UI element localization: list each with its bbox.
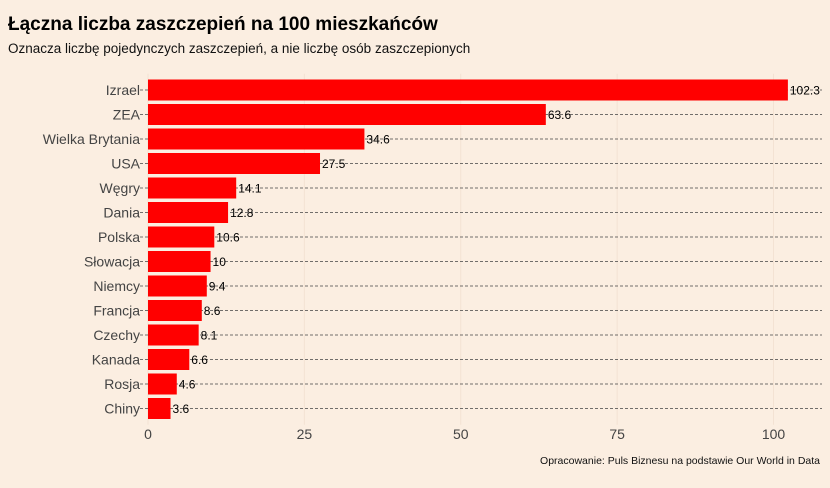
value-label: 14.1 — [238, 182, 262, 196]
bar — [148, 373, 177, 395]
category-label: Francja — [93, 303, 140, 319]
bar — [148, 226, 215, 248]
category-label: Rosja — [104, 376, 140, 392]
x-tick-label: 0 — [144, 426, 152, 442]
category-label: Izrael — [106, 82, 140, 98]
bar — [148, 275, 207, 297]
chart-caption: Opracowanie: Puls Biznesu na podstawie O… — [540, 455, 820, 467]
value-label: 102.3 — [790, 84, 820, 98]
value-label: 4.6 — [179, 378, 196, 392]
x-tick-label: 25 — [297, 426, 313, 442]
bar — [148, 177, 237, 199]
x-tick-label: 100 — [762, 426, 786, 442]
value-label: 9.4 — [209, 280, 226, 294]
value-label: 12.8 — [230, 206, 254, 220]
category-label: Wielka Brytania — [43, 131, 140, 147]
value-label: 10.6 — [216, 231, 240, 245]
grid-layer — [140, 73, 822, 425]
value-label: 63.6 — [548, 108, 572, 122]
labels-layer: Izrael 102.3 ZEA 63.6 Wielka Brytania 34.6 USA… — [43, 82, 821, 442]
category-label: Chiny — [104, 401, 140, 417]
value-label: 34.6 — [366, 133, 390, 147]
category-label: Dania — [103, 205, 140, 221]
bar — [148, 128, 365, 150]
category-label: Niemcy — [93, 278, 140, 294]
category-label: Węgry — [100, 180, 140, 196]
bar — [148, 104, 546, 125]
category-label: Polska — [98, 229, 140, 245]
category-label: Słowacja — [84, 254, 140, 270]
category-label: ZEA — [113, 107, 141, 123]
bars-layer — [148, 79, 788, 419]
bar — [148, 202, 229, 223]
bar — [148, 251, 211, 272]
bar — [148, 79, 788, 101]
bar — [148, 300, 202, 321]
chart-subtitle: Oznacza liczbę pojedynczych zaszczepień,… — [8, 41, 471, 56]
x-tick-label: 50 — [453, 426, 469, 442]
chart-title: Łączna liczba zaszczepień na 100 mieszka… — [8, 14, 438, 35]
x-tick-label: 75 — [609, 426, 625, 442]
category-label: USA — [111, 156, 140, 172]
value-label: 27.5 — [322, 157, 346, 171]
bar — [148, 324, 199, 346]
value-label: 8.6 — [204, 304, 221, 318]
value-label: 8.1 — [201, 329, 218, 343]
category-label: Czechy — [93, 327, 140, 343]
value-label: 10 — [213, 255, 227, 269]
value-label: 3.6 — [173, 402, 190, 416]
value-label: 6.6 — [191, 353, 208, 367]
bar — [148, 153, 321, 174]
bar — [148, 398, 171, 419]
category-label: Kanada — [92, 352, 140, 368]
bar — [148, 349, 190, 370]
